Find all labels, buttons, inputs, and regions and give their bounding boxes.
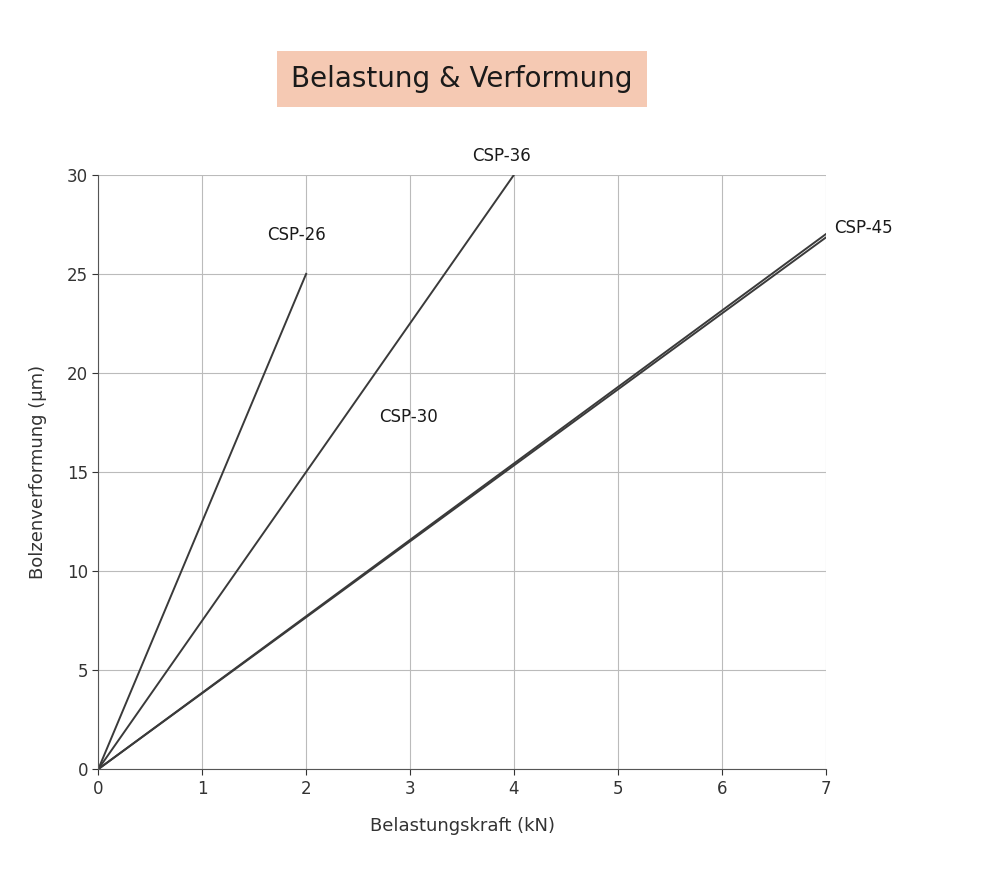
Text: CSP-26: CSP-26: [266, 226, 325, 244]
X-axis label: Belastungskraft (kN): Belastungskraft (kN): [370, 817, 554, 835]
Y-axis label: Bolzenverformung (µm): Bolzenverformung (µm): [29, 365, 47, 579]
Text: CSP-30: CSP-30: [378, 408, 437, 427]
Text: CSP-45: CSP-45: [834, 219, 893, 237]
Text: CSP-36: CSP-36: [473, 147, 531, 165]
Text: Belastung & Verformung: Belastung & Verformung: [291, 65, 633, 93]
